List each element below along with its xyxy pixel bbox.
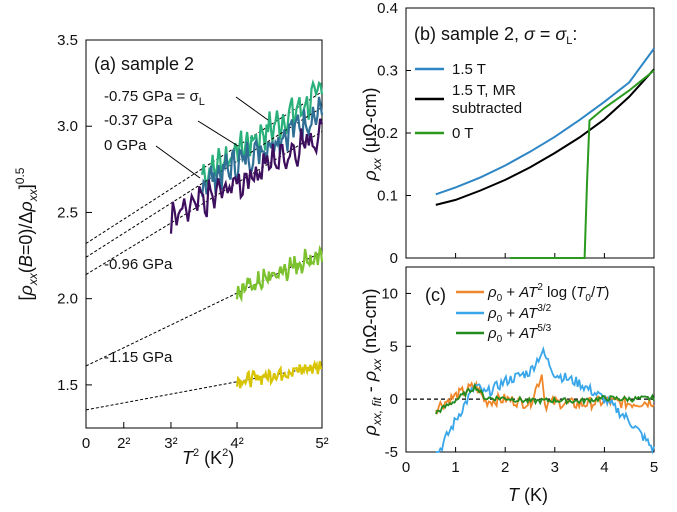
label-0: 0 GPa xyxy=(104,137,147,154)
series-line xyxy=(435,68,655,206)
y-tick-label: 0.2 xyxy=(377,125,398,142)
y-tick-label: 0 xyxy=(390,391,398,408)
legend-mr: 1.5 T, MR xyxy=(452,82,516,99)
panel-c-ylabel: ρxx, fit - ρxx (nΩ-cm) xyxy=(360,288,384,436)
x-tick-label: 1 xyxy=(451,459,459,476)
x-tick-label: 0 xyxy=(82,435,90,452)
legend-log: ρ0 + AT2 log (T0/T) xyxy=(487,282,609,304)
panel-b-ylabel: ρxx (μΩ-cm) xyxy=(360,87,384,181)
panel-a-plot xyxy=(85,78,324,411)
pointer-075 xyxy=(235,96,269,121)
y-tick-label: 2.0 xyxy=(57,291,78,308)
y-tick-label: 0.3 xyxy=(377,63,398,80)
y-tick-label: 0.4 xyxy=(377,0,398,17)
label-096: -0.96 GPa xyxy=(104,256,173,273)
panel-a-ticks: 0 2² 3² 4² 5² 1.5 2.0 2.5 3.0 3.5 xyxy=(57,32,329,452)
panel-b-legend: 1.5 T 1.5 T, MR subtracted 0 T xyxy=(415,61,522,142)
panel-c-frame xyxy=(405,266,655,453)
legend-32: ρ0 + AT3/2 xyxy=(487,303,552,325)
series-line xyxy=(235,359,323,389)
y-tick-label: 10 xyxy=(381,285,398,302)
panel-c-title: (c) xyxy=(425,285,446,305)
legend-15T: 1.5 T xyxy=(452,61,486,78)
series-line xyxy=(434,382,655,415)
x-tick-label: 2² xyxy=(117,435,130,452)
legend-53: ρ0 + AT5/3 xyxy=(487,323,552,345)
x-tick-label: 3² xyxy=(164,435,177,452)
fit-line xyxy=(85,365,323,411)
x-tick-label: 0 xyxy=(402,459,410,476)
panel-b-plot xyxy=(435,48,655,259)
panel-c-xlabel: T (K) xyxy=(508,485,548,505)
series-line xyxy=(510,69,655,259)
y-tick-label: 3.0 xyxy=(57,118,78,135)
x-tick-label: 3 xyxy=(551,459,559,476)
y-tick-label: -5 xyxy=(385,444,398,461)
panel-c-plot xyxy=(434,345,655,455)
label-115: -1.15 GPa xyxy=(104,349,173,366)
legend-mr-2: subtracted xyxy=(452,100,522,117)
x-tick-label: 5² xyxy=(315,435,328,452)
y-tick-label: 2.5 xyxy=(57,204,78,221)
panel-a: 0 2² 3² 4² 5² 1.5 2.0 2.5 3.0 3.5 (a) sample 2 -0… xyxy=(13,32,329,468)
series-line xyxy=(435,345,655,455)
series-line xyxy=(169,118,324,234)
y-tick-label: 3.5 xyxy=(57,32,78,49)
x-tick-label: 2 xyxy=(501,459,509,476)
x-tick-label: 4 xyxy=(600,459,608,476)
panel-a-frame xyxy=(85,39,323,429)
label-037: -0.37 GPa xyxy=(104,112,173,129)
panel-c-legend: ρ0 + AT2 log (T0/T) ρ0 + AT3/2 ρ0 + AT5/… xyxy=(456,282,609,345)
panel-a-xlabel: T2 (K2) xyxy=(182,447,234,468)
y-tick-label: 0.1 xyxy=(377,188,398,205)
fit-line xyxy=(85,251,323,367)
series-line xyxy=(235,244,324,303)
y-tick-label: 5 xyxy=(390,338,398,355)
panel-b-title: (b) sample 2, σ = σL: xyxy=(414,24,577,47)
label-075: -0.75 GPa = σL xyxy=(104,88,205,108)
legend-0T: 0 T xyxy=(452,125,473,142)
panel-a-title: (a) sample 2 xyxy=(94,54,194,74)
panel-a-ylabel: [ρxx(B=0)/Δρxx]0.5 xyxy=(13,167,40,300)
y-tick-label: 1.5 xyxy=(57,377,78,394)
pointer-0 xyxy=(155,145,201,179)
fit-line xyxy=(85,106,323,258)
y-tick-label: 0 xyxy=(390,250,398,267)
x-tick-label: 4² xyxy=(230,435,243,452)
series-line xyxy=(435,374,655,415)
pointer-037 xyxy=(197,120,239,147)
x-tick-label: 5 xyxy=(650,459,658,476)
series-line xyxy=(435,48,655,196)
panel-b: 0 0.1 0.2 0.3 0.4 (b) sample 2, σ = σL: 1.5 … xyxy=(360,0,655,267)
panel-b-ticks: 0 0.1 0.2 0.3 0.4 xyxy=(377,0,655,267)
